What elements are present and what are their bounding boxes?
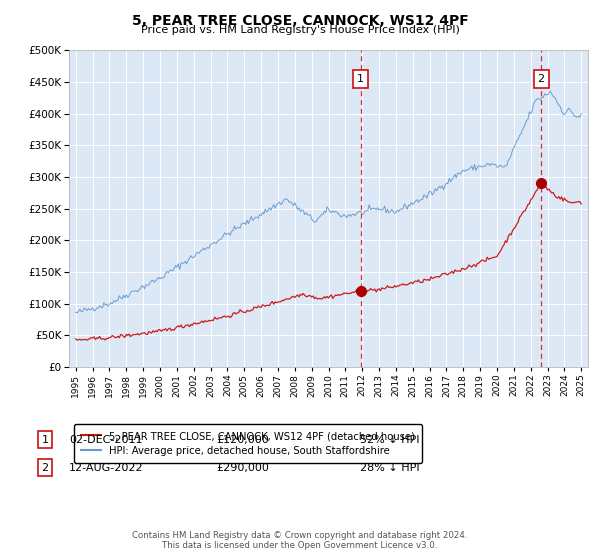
Text: £120,000: £120,000 bbox=[216, 435, 269, 445]
Text: 52% ↓ HPI: 52% ↓ HPI bbox=[360, 435, 419, 445]
Legend: 5, PEAR TREE CLOSE, CANNOCK, WS12 4PF (detached house), HPI: Average price, deta: 5, PEAR TREE CLOSE, CANNOCK, WS12 4PF (d… bbox=[74, 424, 422, 463]
Text: 2: 2 bbox=[41, 463, 49, 473]
Text: Price paid vs. HM Land Registry's House Price Index (HPI): Price paid vs. HM Land Registry's House … bbox=[140, 25, 460, 35]
Text: 1: 1 bbox=[358, 74, 364, 84]
Text: Contains HM Land Registry data © Crown copyright and database right 2024.
This d: Contains HM Land Registry data © Crown c… bbox=[132, 530, 468, 550]
Text: 2: 2 bbox=[538, 74, 545, 84]
Text: 12-AUG-2022: 12-AUG-2022 bbox=[69, 463, 143, 473]
Text: 02-DEC-2011: 02-DEC-2011 bbox=[69, 435, 143, 445]
Text: 28% ↓ HPI: 28% ↓ HPI bbox=[360, 463, 419, 473]
Text: £290,000: £290,000 bbox=[216, 463, 269, 473]
Text: 1: 1 bbox=[41, 435, 49, 445]
Text: 5, PEAR TREE CLOSE, CANNOCK, WS12 4PF: 5, PEAR TREE CLOSE, CANNOCK, WS12 4PF bbox=[131, 14, 469, 28]
